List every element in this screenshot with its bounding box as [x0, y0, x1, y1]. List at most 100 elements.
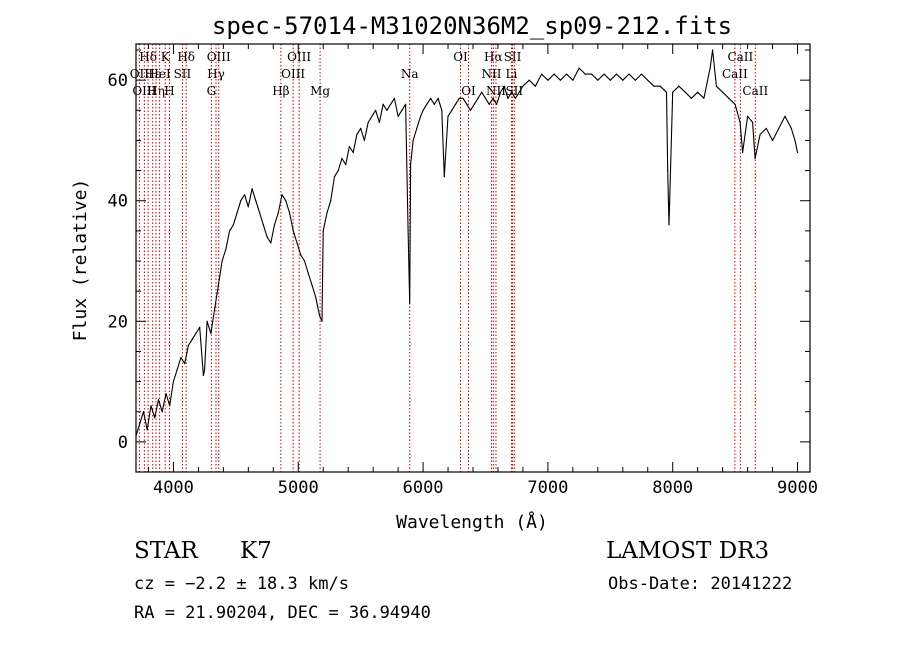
data-point-4 — [150, 405, 152, 407]
data-point-157 — [794, 139, 796, 142]
data-point-137 — [690, 97, 693, 99]
data-point-93 — [466, 103, 468, 105]
data-point-9 — [169, 405, 171, 407]
data-point-78 — [412, 139, 414, 142]
data-point-155 — [784, 115, 786, 117]
data-point-99 — [488, 103, 490, 105]
line-label-1: OII — [130, 67, 150, 81]
data-point-108 — [522, 85, 524, 87]
line-label-23: SII — [504, 50, 522, 64]
data-point-1 — [139, 423, 141, 425]
data-point-128 — [647, 79, 649, 81]
line-label-22: NII — [486, 84, 506, 98]
data-point-8 — [165, 393, 167, 395]
data-point-135 — [678, 85, 680, 87]
data-point-28 — [236, 212, 238, 214]
data-point-94 — [469, 109, 472, 111]
data-point-148 — [747, 115, 749, 117]
data-point-133 — [668, 224, 670, 226]
data-point-68 — [382, 103, 384, 105]
data-point-139 — [703, 97, 705, 99]
line-label-9: SII — [174, 67, 192, 81]
data-point-60 — [352, 151, 354, 154]
line-label-10: OIII — [207, 50, 231, 64]
data-point-122 — [609, 79, 611, 81]
data-point-10 — [172, 381, 174, 383]
data-point-51 — [321, 320, 323, 322]
data-point-62 — [360, 127, 362, 129]
data-point-91 — [458, 97, 460, 99]
data-point-29 — [240, 200, 242, 202]
data-point-134 — [672, 91, 674, 93]
data-point-154 — [778, 127, 780, 129]
survey-label: LAMOST DR3 — [606, 538, 770, 564]
data-point-35 — [262, 224, 264, 226]
data-point-7 — [161, 411, 163, 413]
line-label-18: OI — [453, 50, 468, 64]
data-point-100 — [492, 97, 494, 99]
data-point-20 — [206, 320, 208, 322]
data-point-55 — [333, 176, 336, 178]
data-point-18 — [202, 374, 204, 377]
data-point-59 — [348, 145, 350, 148]
data-point-46 — [303, 260, 306, 262]
data-point-63 — [363, 139, 365, 142]
data-point-136 — [684, 91, 686, 93]
data-point-96 — [477, 97, 479, 99]
data-point-146 — [739, 121, 741, 123]
data-point-149 — [752, 121, 754, 123]
data-point-47 — [307, 272, 309, 274]
data-point-79 — [416, 127, 418, 129]
data-point-158 — [796, 151, 799, 154]
line-label-4: Hη — [147, 84, 165, 98]
data-point-119 — [591, 73, 593, 75]
data-point-132 — [667, 170, 669, 172]
x-tick-label-3: 7000 — [527, 478, 568, 498]
line-label-26: CaII — [727, 50, 753, 64]
data-point-25 — [225, 248, 227, 250]
data-point-30 — [244, 194, 246, 196]
data-point-40 — [281, 194, 283, 196]
x-tick-label-5: 9000 — [777, 478, 818, 498]
y-tick-label-3: 60 — [108, 71, 128, 91]
x-axis-label: Wavelength (Å) — [396, 511, 548, 533]
data-point-95 — [473, 103, 475, 105]
data-point-2 — [142, 411, 145, 413]
data-point-16 — [195, 332, 197, 334]
data-point-88 — [447, 115, 449, 117]
data-point-92 — [462, 97, 464, 99]
data-point-57 — [341, 157, 343, 160]
spectral-line-markers: Hδ OII OIII Hε Hη K HeI H Hδ SII OIII Hγ G OIII OIII Hβ… — [130, 44, 768, 472]
data-point-72 — [397, 115, 399, 117]
data-point-45 — [300, 254, 302, 256]
data-point-39 — [277, 212, 279, 214]
data-point-107 — [518, 91, 520, 93]
x-tick-label-0: 4000 — [153, 478, 194, 498]
data-point-36 — [266, 236, 268, 238]
line-label-6: HeI — [148, 67, 171, 81]
data-point-111 — [541, 73, 543, 75]
data-point-23 — [217, 284, 219, 286]
data-point-65 — [371, 115, 373, 117]
x-tick-label-1: 5000 — [278, 478, 319, 498]
data-point-101 — [496, 103, 498, 105]
data-point-117 — [578, 67, 580, 69]
data-point-70 — [390, 103, 392, 105]
data-point-38 — [273, 224, 276, 226]
data-point-34 — [259, 212, 261, 214]
data-point-98 — [484, 97, 487, 99]
line-label-11: Hγ — [207, 67, 225, 81]
data-point-52 — [322, 230, 324, 232]
data-point-61 — [356, 133, 358, 135]
spectrum-series — [135, 49, 799, 437]
data-point-130 — [659, 85, 661, 87]
chart-title: spec-57014-M31020N36M2_sp09-212.fits — [212, 12, 732, 40]
data-point-42 — [288, 212, 291, 214]
data-point-110 — [534, 85, 537, 87]
y-tick-label-1: 20 — [108, 312, 128, 332]
data-point-114 — [559, 79, 562, 81]
data-point-15 — [191, 338, 193, 340]
line-label-15: Hβ — [272, 84, 289, 98]
data-point-24 — [221, 260, 223, 262]
line-label-2: OIII — [132, 84, 156, 98]
